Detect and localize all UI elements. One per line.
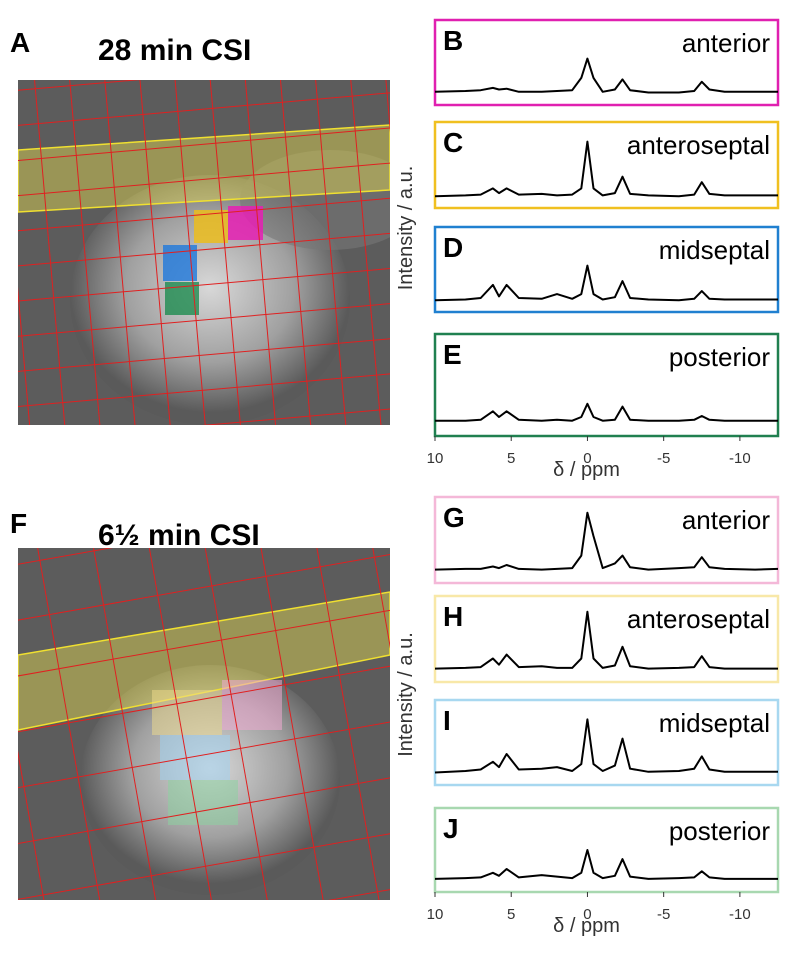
panel-label: J [443,813,459,844]
x-tick-label: -10 [729,450,751,467]
voxel-grid [18,80,390,96]
x-tick-label: 10 [427,906,444,923]
spectrum-line [434,718,778,774]
voxel-grid [345,80,385,425]
x-tick-label: -5 [657,450,670,467]
voxel-grid [31,80,71,425]
mri-image [0,440,405,980]
voxel-grid [380,80,390,425]
voxel-grid [192,548,277,900]
voxel-grid [275,80,315,425]
voxel-grid [18,368,390,410]
spectrum-line [434,264,778,302]
spectrum-line [434,511,779,571]
voxel-grid [18,229,390,270]
voxel-grid [310,80,350,425]
voxel-grid [18,656,390,743]
x-axis-label: δ / ppm [553,459,620,481]
panel-label: E [443,339,462,370]
spectrum-frame [433,18,780,107]
panel-label: B [443,25,463,56]
voxel-grid [18,124,390,166]
voxel-grid [206,80,245,425]
voxel-grid [18,710,390,797]
voxel-grid [240,80,280,425]
panel-label: H [443,601,463,632]
voxel-grid [171,80,210,425]
voxel-grid [83,548,169,900]
spectrum-frame [433,332,780,438]
spectrum-line [435,402,778,422]
voxel-grid [18,194,390,235]
voxel-grid [138,548,223,900]
x-tick-label: 0 [583,450,591,467]
region-title: midseptal [659,235,770,265]
y-axis-label: Intensity / a.u. [395,166,417,291]
voxel-grid [18,818,390,900]
spectrum-frame [433,806,780,894]
panel-label: C [443,127,463,158]
voxel-grid [300,548,385,900]
panel-title: 6½ min CSI [98,519,260,552]
x-tick-label: -10 [729,906,751,923]
voxel-grid [0,439,447,478]
spectrum-line [434,610,778,670]
spectrum-frame [433,698,780,787]
x-axis-label: δ / ppm [553,915,620,937]
panel-title: 28 min CSI [98,34,251,67]
voxel-grid [29,548,115,900]
spectrum-frame [433,495,780,585]
x-tick-label: 5 [507,450,515,467]
spectrum-frame [433,594,780,684]
voxel-grid [18,548,390,635]
panel-label: D [443,232,463,263]
x-tick-label: 10 [427,450,444,467]
region-title: posterior [669,816,770,846]
voxel-grid [18,602,390,689]
region-title: anterior [682,28,770,58]
voxel-grid [101,80,140,425]
spectrum-frame [433,120,780,210]
voxel-grid [18,264,390,305]
voxel-grid [18,80,36,425]
voxel-grid [0,525,5,980]
voxel-grid [18,299,390,340]
voxel-grid [18,403,390,425]
panel-label: I [443,705,451,736]
panel-label: G [443,502,465,533]
voxel-grid [18,159,390,200]
spectrum-line [434,849,778,880]
spectrum-line [434,57,778,94]
mri-image [0,80,447,478]
x-tick-label: 0 [583,906,591,923]
voxel-grid [246,548,331,900]
y-axis-label: Intensity / a.u. [395,632,417,757]
voxel-grid [18,764,390,851]
x-tick-label: -5 [657,906,670,923]
spectrum-frame [433,225,780,314]
spectrum-line [434,140,778,198]
panel-label: F [10,508,27,539]
region-title: anteroseptal [627,130,770,160]
x-tick-label: 5 [507,906,515,923]
panel-label: A [10,27,30,58]
voxel-grid [18,334,390,375]
region-title: posterior [669,342,770,372]
voxel-grid [136,80,175,425]
region-title: midseptal [659,708,770,738]
region-title: anteroseptal [627,604,770,634]
region-title: anterior [682,505,770,535]
voxel-grid [0,440,405,525]
voxel-grid [18,89,390,131]
voxel-grid [66,80,106,425]
